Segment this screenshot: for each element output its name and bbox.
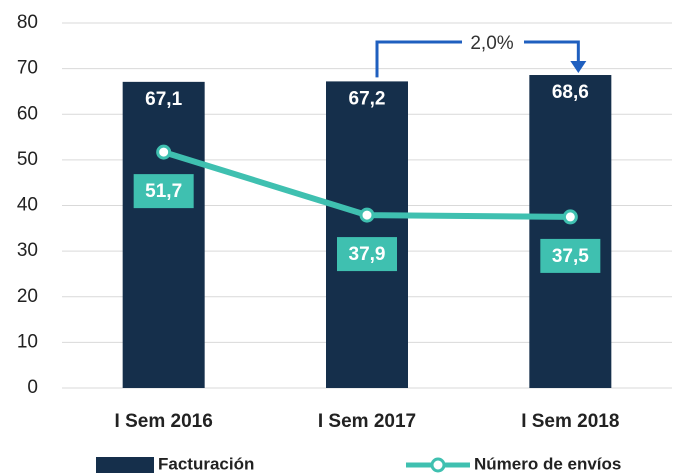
- line-value-label: 51,7: [145, 181, 182, 202]
- annotation-bg: [462, 30, 524, 54]
- annotation-arrowhead: [570, 61, 587, 74]
- x-tick-label: I Sem 2018: [521, 411, 619, 432]
- line-point: [562, 209, 578, 225]
- line-point: [156, 144, 172, 160]
- y-tick-label: 0: [27, 377, 38, 398]
- line-label-box: [133, 174, 194, 209]
- y-tick-label: 50: [17, 149, 38, 170]
- y-tick-label: 40: [17, 195, 38, 216]
- line-label-box: [540, 238, 601, 273]
- line-value-label: 37,9: [349, 244, 386, 265]
- y-tick-label: 30: [17, 240, 38, 261]
- bar-value-label: 68,6: [552, 82, 589, 103]
- legend-swatch: [96, 457, 154, 473]
- line-point: [359, 207, 375, 223]
- y-tick-label: 80: [17, 12, 38, 33]
- x-tick-label: I Sem 2016: [115, 411, 213, 432]
- bar: [326, 81, 408, 389]
- legend-label: Facturación: [158, 454, 254, 473]
- legend-marker: [430, 457, 446, 473]
- y-tick-label: 70: [17, 58, 38, 79]
- y-tick-label: 10: [17, 331, 38, 352]
- annotation: 2,0%: [470, 33, 513, 54]
- x-tick-label: I Sem 2017: [318, 411, 416, 432]
- bar-value-label: 67,2: [349, 88, 386, 109]
- bar: [122, 81, 205, 388]
- y-tick-label: 60: [17, 103, 38, 124]
- bar-value-label: 67,1: [145, 89, 182, 110]
- line-label-box: [337, 237, 397, 272]
- line-value-label: 37,5: [552, 246, 589, 267]
- y-tick-label: 20: [17, 286, 38, 307]
- bar: [529, 75, 612, 388]
- legend-label: Número de envíos: [474, 454, 621, 473]
